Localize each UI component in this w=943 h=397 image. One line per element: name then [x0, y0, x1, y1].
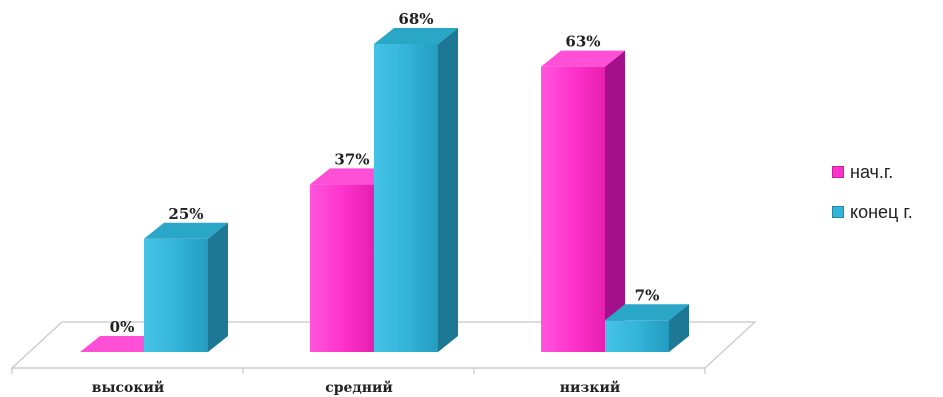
bar-2-0	[541, 66, 605, 352]
bar-2-1-side	[669, 304, 689, 352]
data-label: 37%	[334, 150, 369, 168]
bar-1-0-top	[310, 168, 394, 185]
bar-1-1-side	[438, 28, 458, 352]
data-label: 63%	[565, 33, 600, 51]
bar-2-0-side	[605, 50, 625, 352]
bar-1-1	[374, 44, 438, 352]
bar-2-0-top	[541, 50, 625, 67]
bar-0-0-top	[80, 336, 164, 352]
bar-0-1	[144, 238, 208, 352]
legend-label-end-year: конец г.	[850, 201, 913, 222]
data-label: 7%	[635, 286, 660, 304]
bar-1-1-top	[374, 28, 458, 44]
bar-0-1-side	[208, 222, 228, 352]
legend-label-start-year: нач.г.	[850, 161, 894, 182]
data-label: 68%	[398, 10, 433, 28]
data-label: 25%	[168, 205, 203, 223]
bar-2-1-top	[605, 304, 689, 321]
bar-1-0	[310, 184, 374, 352]
legend: нач.г. конец г.	[832, 160, 913, 240]
data-label: 0%	[110, 318, 135, 336]
x-tick-label: высокий	[92, 379, 165, 396]
legend-swatch-end-year	[832, 206, 844, 218]
legend-item-start-year: нач.г.	[832, 160, 913, 184]
legend-item-end-year: конец г.	[832, 200, 913, 224]
x-tick-label: средний	[325, 379, 393, 396]
legend-swatch-start-year	[832, 166, 844, 178]
bar-2-1	[605, 320, 669, 352]
x-tick-label: низкий	[560, 379, 620, 396]
bar-0-1-top	[144, 222, 228, 239]
